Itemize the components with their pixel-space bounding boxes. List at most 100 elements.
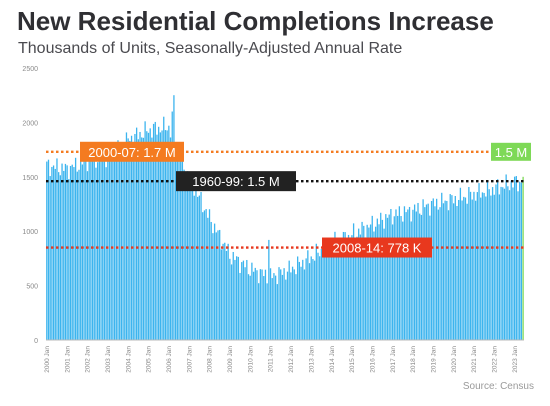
bar xyxy=(315,243,317,340)
bar xyxy=(252,271,255,340)
bar xyxy=(203,210,206,340)
bar xyxy=(373,231,375,340)
bar xyxy=(422,199,424,340)
bar xyxy=(135,127,138,340)
bar xyxy=(510,180,512,340)
bar xyxy=(444,200,446,340)
bar xyxy=(178,155,180,340)
bar xyxy=(181,149,184,340)
bar xyxy=(513,176,516,340)
bar xyxy=(142,137,145,340)
bar xyxy=(286,271,289,340)
reference-label-box xyxy=(176,171,296,192)
bar xyxy=(293,269,295,340)
bar xyxy=(195,188,197,340)
bar xyxy=(485,196,487,340)
bar xyxy=(400,216,402,340)
bar xyxy=(361,221,363,340)
bar xyxy=(141,137,143,340)
bar xyxy=(473,191,475,340)
x-tick-label: 2021 Jan xyxy=(471,346,478,373)
bar xyxy=(442,203,445,340)
bar xyxy=(474,200,477,340)
bar xyxy=(112,148,114,340)
bar xyxy=(324,244,326,340)
bar xyxy=(103,159,106,340)
bar xyxy=(78,169,80,340)
bar xyxy=(66,165,68,340)
bar xyxy=(210,221,212,340)
bar xyxy=(398,206,401,340)
bar xyxy=(234,259,236,340)
y-tick-label: 2500 xyxy=(22,66,38,73)
bar xyxy=(458,199,460,340)
bar xyxy=(225,250,228,340)
bar xyxy=(69,165,72,340)
bar xyxy=(263,276,265,340)
bar xyxy=(288,260,290,340)
bar xyxy=(173,95,175,340)
bar xyxy=(222,243,224,340)
bar xyxy=(376,218,378,340)
x-tick-label: 2023 Jan xyxy=(512,346,519,373)
bar xyxy=(420,214,423,340)
bar xyxy=(452,203,455,340)
bar xyxy=(134,133,136,340)
bar xyxy=(317,252,319,340)
bar xyxy=(391,224,394,340)
bar xyxy=(246,259,248,340)
bar xyxy=(76,171,78,340)
bar xyxy=(337,245,339,340)
bar xyxy=(381,219,384,340)
x-tick-label: 2000 Jan xyxy=(44,346,51,373)
x-tick-label: 2002 Jan xyxy=(85,346,92,373)
bar xyxy=(254,267,256,340)
x-tick-label: 2005 Jan xyxy=(146,346,153,373)
bar xyxy=(351,235,353,340)
x-tick-label: 2014 Jan xyxy=(329,346,336,373)
bar xyxy=(480,197,482,340)
bar xyxy=(244,267,246,340)
bar xyxy=(486,180,489,340)
y-tick-label: 1000 xyxy=(22,229,38,236)
bar xyxy=(239,272,241,340)
bar xyxy=(266,283,268,340)
bar xyxy=(356,236,358,340)
bar xyxy=(147,132,150,340)
bar xyxy=(122,147,124,340)
bar xyxy=(124,150,126,340)
bar xyxy=(241,262,243,340)
bar xyxy=(49,176,51,340)
bar xyxy=(117,140,119,340)
bar xyxy=(64,163,67,340)
bar xyxy=(332,246,334,340)
bar xyxy=(322,256,324,340)
bar xyxy=(213,223,216,340)
bar xyxy=(493,194,495,340)
bar xyxy=(363,225,365,340)
bar xyxy=(507,186,509,340)
bar xyxy=(468,186,470,340)
bar xyxy=(51,166,53,340)
bar xyxy=(149,128,151,340)
bar xyxy=(232,251,234,340)
bar xyxy=(258,283,260,340)
bar xyxy=(308,263,311,340)
reference-label: 2000-07: 1.7 M xyxy=(88,145,175,160)
bar xyxy=(130,135,133,340)
bar xyxy=(220,249,223,340)
bar xyxy=(85,160,87,340)
bar xyxy=(347,234,350,340)
bar xyxy=(405,212,407,340)
x-tick-label: 2012 Jan xyxy=(288,346,295,373)
bar xyxy=(205,209,207,340)
bar xyxy=(380,212,382,340)
bar xyxy=(251,262,253,340)
bar xyxy=(215,232,217,340)
bar xyxy=(98,150,100,340)
bar xyxy=(127,138,129,340)
bar xyxy=(217,230,219,340)
x-tick-label: 2022 Jan xyxy=(491,346,498,373)
bar xyxy=(107,150,109,340)
bar xyxy=(273,273,275,340)
